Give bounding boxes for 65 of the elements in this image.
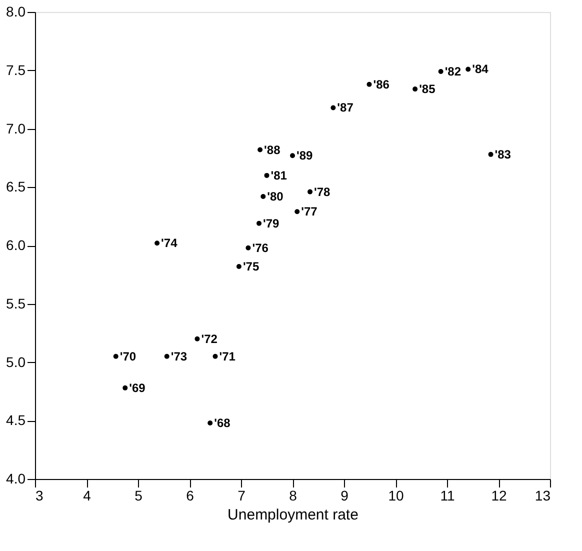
x-axis-title: Unemployment rate [228,506,358,524]
annotation: '77 [301,204,318,219]
y-tick-label: 8.0 [6,4,26,20]
y-tick-label: 7.5 [6,62,26,78]
x-tick-label: 4 [83,488,92,504]
annotation: '78 [314,184,331,199]
y-tick-label: 6.0 [6,237,26,253]
y-tick-label: 4.5 [6,412,26,428]
point [308,189,313,194]
point [236,264,242,270]
annotation: '68 [214,416,231,430]
x-tick-label: 13 [534,488,551,504]
y-tick-label: 4.0 [6,470,26,486]
y-tick-label: 6.5 [6,178,26,195]
x-tick-label: 7 [238,488,246,504]
annotation: '88 [264,142,281,157]
x-tick-label: 12 [491,488,507,504]
x-tick-label: 10 [388,488,404,504]
y-tick-label: 5.5 [6,295,26,312]
x-tick-label: 5 [134,488,143,504]
point [330,105,336,110]
annotation: '72 [201,332,218,346]
point [466,66,471,72]
point [208,420,213,426]
x-tick-label: 11 [440,488,455,504]
point [212,354,218,359]
annotation: '81 [270,168,288,182]
point [194,336,200,342]
annotation: '85 [419,82,436,96]
x-tick-label: 3 [36,488,44,504]
x-tick-label: 6 [186,488,194,504]
annotation: '83 [494,147,512,162]
annotation: '74 [161,236,178,250]
point [113,354,118,359]
x-tick-label: 9 [340,488,349,504]
annotation: '73 [170,349,188,364]
x-tick-label: 8 [289,488,298,504]
annotation: '86 [373,77,390,92]
point [488,152,494,157]
point [122,385,128,390]
annotation: '69 [129,380,146,395]
point [412,86,418,92]
point [438,69,444,74]
point [256,220,262,226]
point [294,209,300,214]
annotation: '70 [120,349,136,364]
annotation: '71 [219,349,236,364]
annotation: '84 [472,62,489,76]
annotation: '87 [337,100,354,115]
point [366,82,372,87]
point [246,245,251,250]
point [290,153,295,158]
point [154,240,160,246]
annotation: '75 [242,260,260,274]
annotation: '89 [296,148,314,163]
annotation: '79 [263,216,280,230]
annotation: '80 [267,189,284,204]
point [164,354,170,359]
point [260,194,266,199]
point [264,172,270,178]
y-tick-label: 7.0 [6,120,26,136]
annotation: '76 [252,240,269,255]
y-tick-label: 5.0 [6,354,26,370]
annotation: '82 [444,64,462,79]
point [258,147,263,152]
